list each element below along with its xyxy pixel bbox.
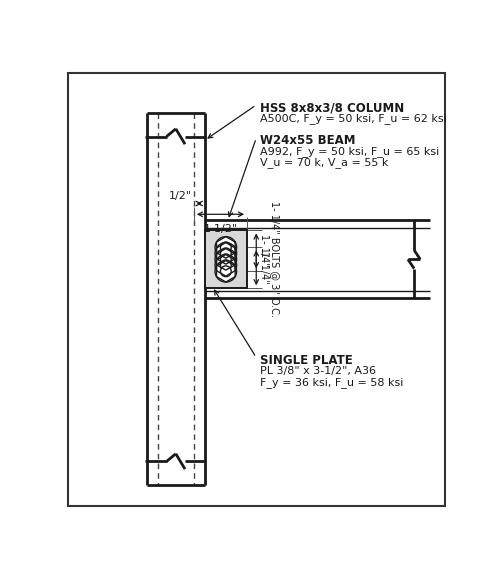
Circle shape xyxy=(215,249,236,270)
Text: PL 3/8" x 3-1/2", A36: PL 3/8" x 3-1/2", A36 xyxy=(260,366,376,376)
Text: A992, F_y = 50 ksi, F_u = 65 ksi: A992, F_y = 50 ksi, F_u = 65 ksi xyxy=(260,147,440,158)
Text: 1- 1/4" BOLTS @ 3" O.C.: 1- 1/4" BOLTS @ 3" O.C. xyxy=(270,201,280,317)
Circle shape xyxy=(220,260,231,270)
Circle shape xyxy=(220,248,231,259)
Text: 1- 1/4": 1- 1/4" xyxy=(260,252,270,284)
Bar xyxy=(204,230,247,288)
Text: 1/2": 1/2" xyxy=(168,191,192,201)
Circle shape xyxy=(215,242,236,264)
Text: 1-1/2": 1-1/2" xyxy=(204,224,238,234)
Circle shape xyxy=(220,254,231,265)
Circle shape xyxy=(215,254,236,276)
Text: SINGLE PLATE: SINGLE PLATE xyxy=(260,354,353,367)
Circle shape xyxy=(215,261,236,282)
Text: A500C, F_y = 50 ksi, F_u = 62 ksi: A500C, F_y = 50 ksi, F_u = 62 ksi xyxy=(260,113,447,124)
Text: W24x55 BEAM: W24x55 BEAM xyxy=(260,134,356,147)
Circle shape xyxy=(220,242,231,253)
Text: V_u = 70 k, V_a = 55 k: V_u = 70 k, V_a = 55 k xyxy=(260,158,388,168)
Circle shape xyxy=(215,237,236,258)
Text: F_y = 36 ksi, F_u = 58 ksi: F_y = 36 ksi, F_u = 58 ksi xyxy=(260,377,404,388)
Text: HSS 8x8x3/8 COLUMN: HSS 8x8x3/8 COLUMN xyxy=(260,101,404,114)
Text: 1- 1/4": 1- 1/4" xyxy=(260,234,270,267)
Circle shape xyxy=(220,266,231,277)
